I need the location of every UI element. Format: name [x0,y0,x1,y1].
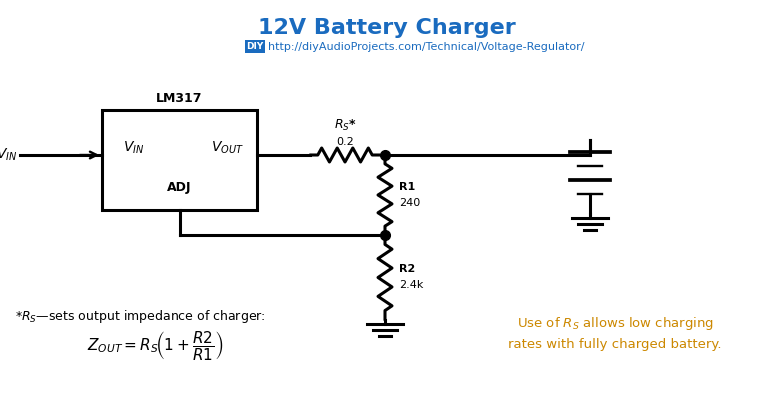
Text: R2: R2 [399,265,415,275]
Text: http://diyAudioProjects.com/Technical/Voltage-Regulator/: http://diyAudioProjects.com/Technical/Vo… [268,42,584,52]
Text: $R_S$*: $R_S$* [333,118,356,133]
Text: $V_{IN}$: $V_{IN}$ [123,140,145,156]
Text: *$R_S$—sets output impedance of charger:: *$R_S$—sets output impedance of charger: [15,308,266,325]
Bar [102,110,257,210]
Text: $V_{IN}$: $V_{IN}$ [0,147,17,163]
Text: R1: R1 [399,182,415,192]
Text: 12V Battery Charger: 12V Battery Charger [258,18,516,38]
Text: LM317: LM317 [157,92,203,105]
Text: 2.4k: 2.4k [399,281,423,290]
Text: ADJ: ADJ [167,182,191,194]
Text: $V_{OUT}$: $V_{OUT}$ [211,140,243,156]
Text: 0.2: 0.2 [336,137,354,147]
Text: 240: 240 [399,198,420,208]
Text: rates with fully charged battery.: rates with fully charged battery. [508,338,722,351]
Text: $Z_{OUT} = R_S\!\left(1 + \dfrac{R2}{R1}\right)$: $Z_{OUT} = R_S\!\left(1 + \dfrac{R2}{R1}… [87,328,223,361]
Text: DIY: DIY [246,42,264,51]
Text: Use of $R_S$ allows low charging: Use of $R_S$ allows low charging [516,315,714,332]
